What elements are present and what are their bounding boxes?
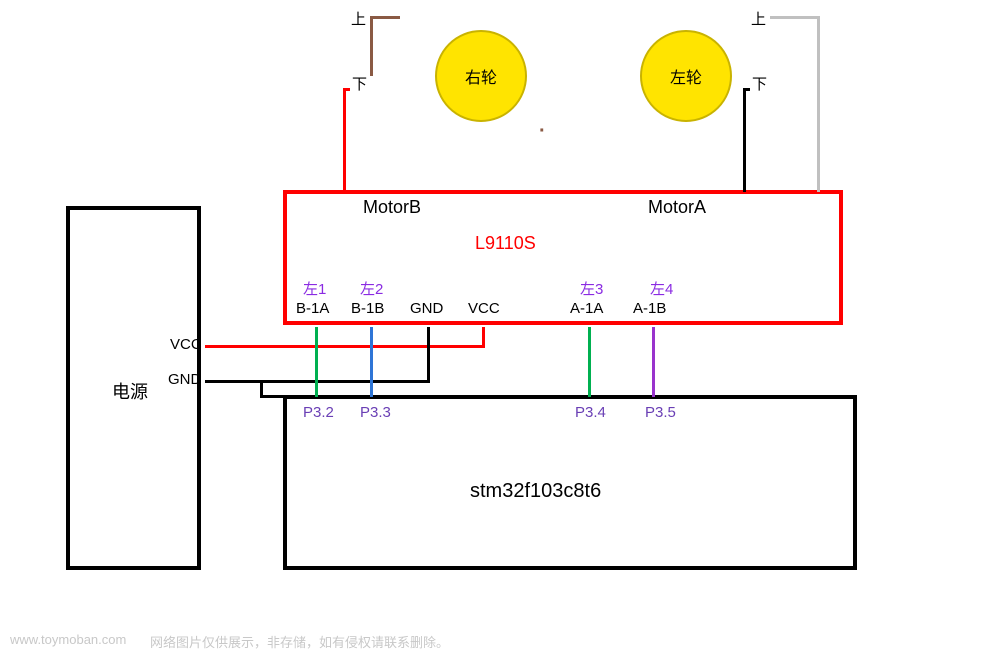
wheel-right: 右轮	[435, 30, 527, 122]
wire-vcc-v	[482, 327, 485, 347]
power-gnd-label: GND	[168, 371, 201, 388]
wire-black-top-v	[743, 88, 746, 192]
driver-z4: 左4	[650, 278, 673, 299]
pin-b1b: B-1B	[351, 300, 384, 317]
wire-vcc-h1	[205, 345, 485, 348]
pin-a1a: A-1A	[570, 300, 603, 317]
wheel-left-label: 左轮	[670, 64, 702, 88]
mcu-p32: P3.2	[303, 404, 334, 421]
wire-red-top-v	[343, 88, 346, 192]
wire-brown-v	[370, 16, 373, 76]
driver-motorb: MotorB	[363, 197, 421, 218]
wire-silver-v	[817, 16, 820, 192]
driver-z1: 左1	[303, 278, 326, 299]
pin-b1a: B-1A	[296, 300, 329, 317]
wheel-left: 左轮	[640, 30, 732, 122]
label-dot: ·	[539, 120, 546, 143]
power-vcc-label: VCC	[170, 336, 202, 353]
wire-gnd-v1	[427, 327, 430, 382]
wheel-right-label: 右轮	[465, 64, 497, 88]
wire-purple	[652, 327, 655, 397]
label-down2: 下	[752, 73, 767, 94]
pin-a1b: A-1B	[633, 300, 666, 317]
driver-z3: 左3	[580, 278, 603, 299]
watermark-site: www.toymoban.com	[10, 632, 126, 647]
driver-z2: 左2	[360, 278, 383, 299]
wire-blue	[370, 327, 373, 397]
mcu-p33: P3.3	[360, 404, 391, 421]
wire-silver-h	[770, 16, 820, 19]
label-down1: 下	[352, 73, 367, 94]
label-up1: 上	[351, 8, 366, 29]
pin-vcc: VCC	[468, 300, 500, 317]
label-up2: 上	[751, 8, 766, 29]
wire-brown-h	[370, 16, 400, 19]
power-label: 电源	[112, 378, 148, 404]
watermark-text: 网络图片仅供展示，非存储，如有侵权请联系删除。	[150, 632, 449, 651]
wire-gnd-h2	[260, 395, 285, 398]
mcu-p35: P3.5	[645, 404, 676, 421]
mcu-label: stm32f103c8t6	[470, 480, 601, 503]
driver-motora: MotorA	[648, 197, 706, 218]
wire-green-1	[315, 327, 318, 397]
mcu-p34: P3.4	[575, 404, 606, 421]
wire-green-2	[588, 327, 591, 397]
driver-title: L9110S	[475, 233, 536, 254]
pin-gnd: GND	[410, 300, 443, 317]
